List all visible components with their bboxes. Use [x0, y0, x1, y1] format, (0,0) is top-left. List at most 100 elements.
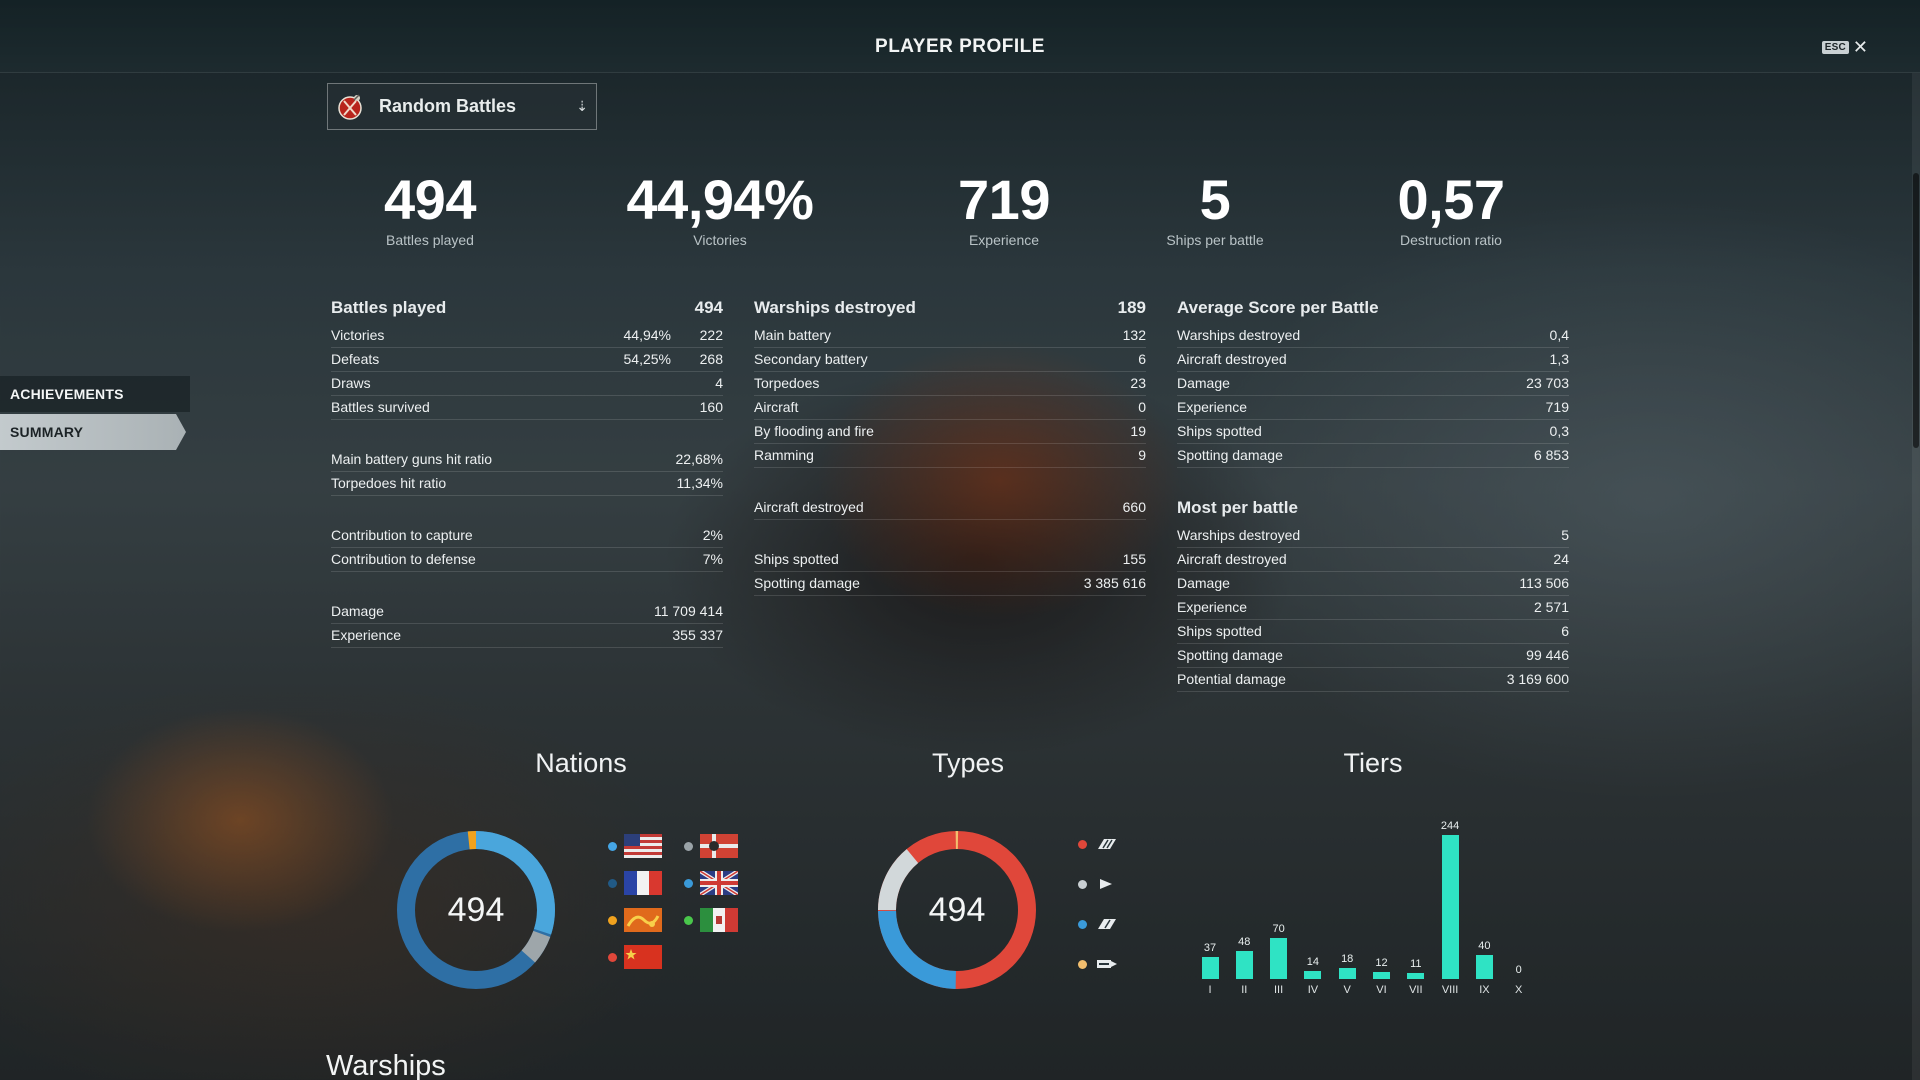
most-row-spotting-damage: Spotting damage 99 446 — [1177, 644, 1569, 668]
headline-battles: 494 Battles played — [320, 168, 540, 248]
chevron-down-icon: ⇣ — [576, 98, 588, 114]
section-title: Battles played — [331, 298, 447, 317]
headline-ships-per-battle: 5 Ships per battle — [1105, 168, 1325, 248]
tier-label: VII — [1409, 984, 1423, 996]
stat-row-defense: Contribution to defense 7% — [331, 548, 723, 572]
page-title: PLAYER PROFILE — [875, 36, 1045, 57]
stat-value: 6 853 — [1533, 447, 1569, 463]
warships-destroyed-panel: Warships destroyed 189 Main battery 132 … — [754, 294, 1146, 596]
france-flag-icon — [624, 871, 662, 895]
stat-value: 155 — [1122, 551, 1146, 567]
stat-percent: 54,25% — [623, 351, 671, 367]
legend-dot — [1078, 960, 1087, 969]
stat-value: 0 — [1138, 399, 1146, 415]
tier-bar-value: 37 — [1203, 942, 1217, 955]
destroyer-icon — [1100, 879, 1112, 889]
headline-value: 5 — [1199, 168, 1231, 231]
stat-value: 3 169 600 — [1506, 671, 1569, 687]
stat-row-torpedo-hit: Torpedoes hit ratio 11,34% — [331, 472, 723, 496]
close-icon[interactable]: ✕ — [1852, 37, 1868, 57]
spacer — [754, 520, 1146, 548]
page-scrollbar[interactable] — [1912, 73, 1920, 1080]
average-score-panel: Average Score per Battle Warships destro… — [1177, 294, 1569, 692]
tiers-chart-title: Tiers — [1343, 748, 1403, 778]
most-row-experience: Experience 2 571 — [1177, 596, 1569, 620]
headline-value: 719 — [958, 168, 1050, 231]
types-segment — [878, 831, 1036, 989]
headline-label: Battles played — [386, 232, 474, 248]
section-title: Warships destroyed — [754, 298, 916, 317]
stat-label: Main battery guns hit ratio — [331, 451, 493, 467]
stat-label: Ramming — [754, 447, 814, 463]
stat-value: 0,4 — [1549, 327, 1569, 343]
stat-label: Spotting damage — [754, 575, 860, 591]
tier-bar-value: 11 — [1410, 957, 1422, 970]
tier-label: I — [1208, 984, 1212, 996]
headline-value: 494 — [384, 168, 476, 231]
tier-label: IV — [1307, 984, 1319, 996]
tier-bar-III — [1270, 937, 1288, 979]
stat-label: Experience — [331, 627, 402, 643]
spacer — [331, 572, 723, 600]
stat-value: 660 — [1122, 499, 1146, 515]
warships-section-title: Warships — [326, 1050, 446, 1080]
stat-label: Spotting damage — [1177, 647, 1283, 663]
tier-bar-VII — [1407, 972, 1425, 979]
stat-label: Warships destroyed — [1177, 527, 1301, 543]
most-row-potential-damage: Potential damage 3 169 600 — [1177, 668, 1569, 692]
most-row-ships-spotted: Ships spotted 6 — [1177, 620, 1569, 644]
stat-value: 6 — [1138, 351, 1146, 367]
legend-dot — [684, 916, 693, 925]
tier-label: II — [1241, 984, 1248, 996]
headline-value: 44,94% — [626, 168, 814, 231]
sidebar-item-achievements[interactable]: ACHIEVEMENTS — [0, 376, 190, 412]
stat-value: 1,3 — [1549, 351, 1569, 367]
nations-total: 494 — [447, 891, 505, 929]
pan-asia-flag-icon — [624, 908, 662, 932]
stat-label: Main battery — [754, 327, 832, 343]
stat-label: Aircraft — [754, 399, 799, 415]
legend-dot — [608, 842, 617, 851]
battle-type-label: Random Battles — [379, 96, 517, 116]
legend-dot — [608, 879, 617, 888]
stat-row-torpedoes: Torpedoes 23 — [754, 372, 1146, 396]
types-donut-chart — [878, 831, 1036, 989]
legend-dot — [684, 879, 693, 888]
stat-value: 113 506 — [1519, 575, 1569, 591]
tier-bar-value: 12 — [1375, 956, 1388, 969]
headline-value: 0,57 — [1397, 168, 1506, 231]
tier-label: IX — [1479, 984, 1490, 996]
section-header: Warships destroyed 189 — [754, 294, 1146, 322]
section-total: 189 — [1117, 298, 1146, 317]
legend-dot — [1078, 840, 1087, 849]
stat-label: Contribution to capture — [331, 527, 473, 543]
spacer — [331, 496, 723, 524]
close-control[interactable]: ESC ✕ — [1821, 37, 1868, 57]
stat-row-victories: Victories 44,94% 222 — [331, 324, 723, 348]
avg-row-damage: Damage 23 703 — [1177, 372, 1569, 396]
spacer — [1177, 468, 1569, 494]
sidebar-item-summary[interactable]: SUMMARY — [0, 414, 186, 450]
stat-value: 0,3 — [1549, 423, 1569, 439]
stat-value: 2 571 — [1533, 599, 1569, 615]
uk-flag-icon — [700, 871, 738, 895]
cruiser-icon — [1098, 919, 1116, 929]
italy-flag-icon — [700, 908, 738, 932]
tier-label: X — [1515, 984, 1523, 996]
spacer — [754, 468, 1146, 496]
types-chart-title: Types — [931, 748, 1005, 778]
germany-flag-icon — [700, 834, 738, 858]
most-row-warships: Warships destroyed 5 — [1177, 524, 1569, 548]
stat-label: Defeats — [331, 351, 380, 367]
headline-experience: 719 Experience — [894, 168, 1114, 248]
scrollbar-thumb[interactable] — [1913, 173, 1919, 448]
stat-row-main-battery-hit: Main battery guns hit ratio 22,68% — [331, 448, 723, 472]
stat-label: Ships spotted — [754, 551, 839, 567]
battle-type-dropdown[interactable]: Random Battles ⇣ — [327, 83, 597, 130]
stat-label: Torpedoes — [754, 375, 820, 391]
stat-value: 19 — [1130, 423, 1146, 439]
stat-value: 5 — [1561, 527, 1569, 543]
stat-label: Ships spotted — [1177, 423, 1262, 439]
stat-label: Aircraft destroyed — [1177, 351, 1287, 367]
section-header: Battles played 494 — [331, 294, 723, 322]
